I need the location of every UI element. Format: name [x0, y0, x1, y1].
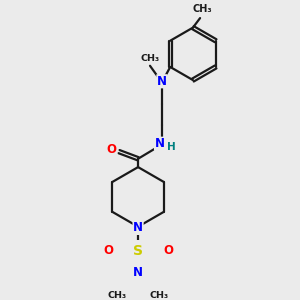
Text: S: S — [133, 244, 143, 258]
Text: N: N — [133, 266, 143, 279]
Text: CH₃: CH₃ — [150, 291, 169, 300]
Text: H: H — [167, 142, 176, 152]
Text: N: N — [157, 75, 167, 88]
Text: N: N — [133, 221, 143, 234]
Text: CH₃: CH₃ — [140, 54, 160, 63]
Text: N: N — [154, 137, 164, 150]
Text: CH₃: CH₃ — [193, 4, 212, 14]
Text: O: O — [163, 244, 173, 257]
Text: CH₃: CH₃ — [107, 291, 126, 300]
Text: O: O — [107, 143, 117, 156]
Text: O: O — [103, 244, 113, 257]
